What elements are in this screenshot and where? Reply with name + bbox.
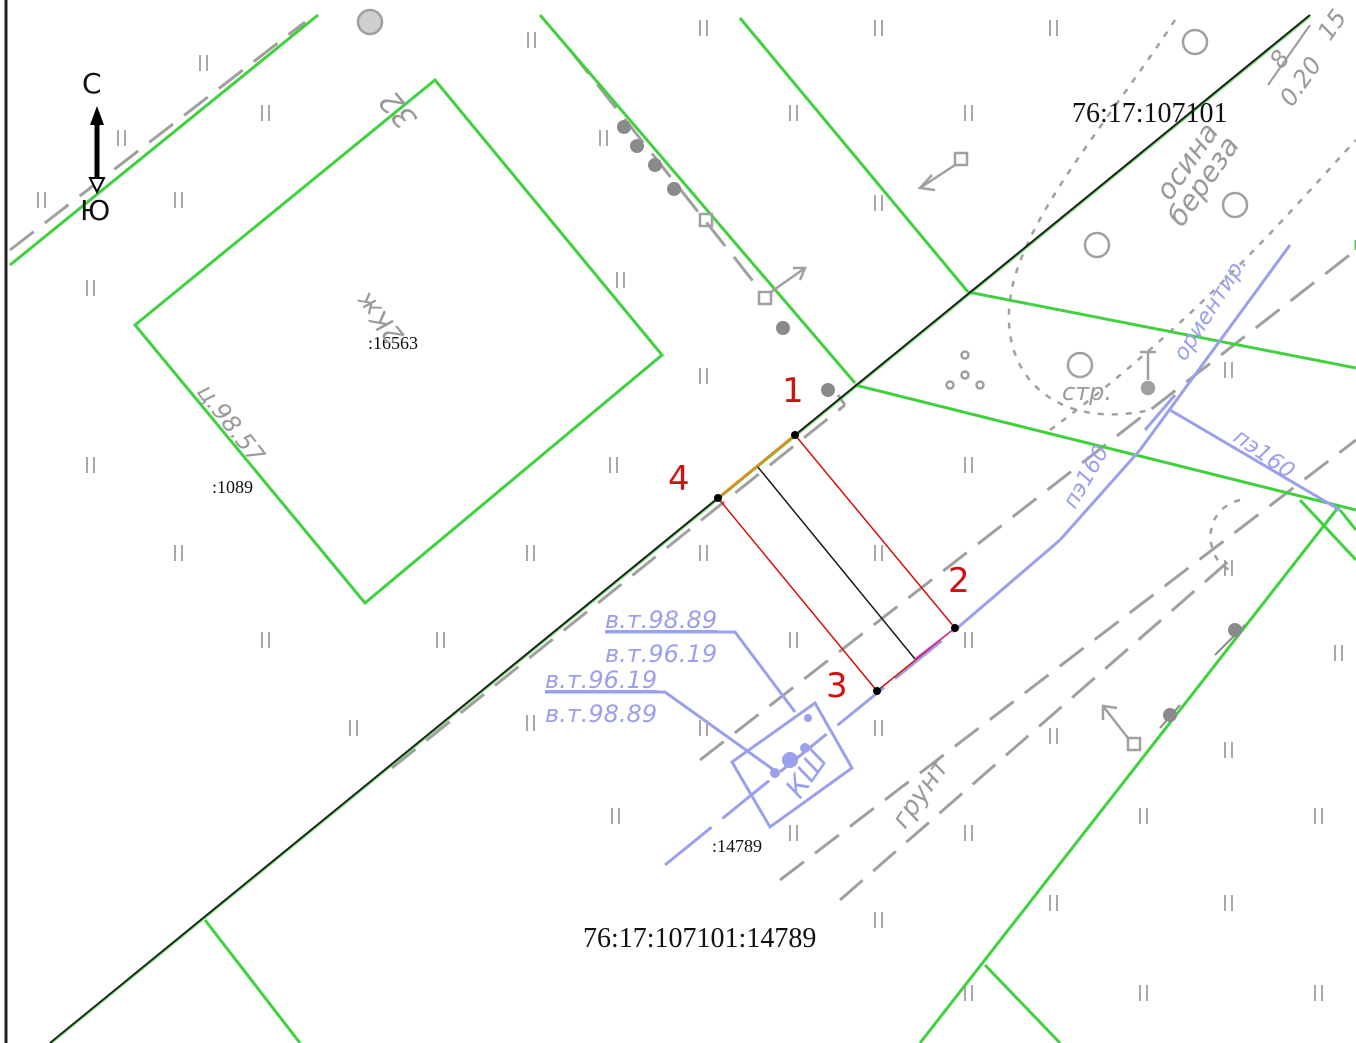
quarter-boundary-green [51, 16, 1311, 1043]
point-1: 1 [782, 371, 804, 411]
parcel-16563-label: :16563 [368, 333, 418, 353]
parcel-1089-label: :1089 [212, 477, 253, 497]
point-3: 3 [826, 666, 848, 706]
compass-north-label: С [82, 67, 102, 100]
quarter-boundary [49, 14, 1311, 1043]
quarter-label: 76:17:107101 [1072, 98, 1228, 129]
util-label-1: в.т.98.89 [605, 606, 717, 634]
util-label-4: в.т.98.89 [545, 700, 657, 728]
meadow-marks [37, 20, 1343, 1001]
ground-label: грунт [886, 752, 956, 834]
elevation-label: ц.98.57 [191, 378, 271, 469]
compass-south-label: Ю [80, 194, 110, 227]
tree-zone-outline [1007, 19, 1356, 572]
boundary-point-markers [714, 431, 959, 695]
pipe-label-2: пэ160 [1229, 424, 1299, 484]
pole-symbols [698, 151, 1142, 752]
building-number: 32 [373, 84, 424, 136]
point-2: 2 [948, 561, 970, 601]
util-label-3: в.т.96.19 [545, 666, 657, 694]
construction-label: стр. [1062, 378, 1112, 406]
map-frame [4, 0, 8, 1043]
post-symbol [1140, 350, 1156, 396]
utility-lines [545, 244, 1341, 867]
fraction-side: 15 [1312, 4, 1352, 45]
utility-nodes [770, 714, 812, 778]
road-edges [9, 20, 1356, 902]
point-4: 4 [668, 459, 690, 499]
fraction-bar [1267, 24, 1311, 86]
pipe-label-1: пэ160 [1059, 441, 1115, 513]
compass-arrow [88, 106, 106, 195]
parcel-14789-label: :14789 [712, 836, 762, 856]
parcel-full-label: 76:17:107101:14789 [583, 923, 816, 954]
orientation-label: ориентир. [1169, 252, 1253, 365]
util-label-2: в.т.96.19 [605, 640, 717, 668]
fence-marks [617, 120, 1246, 729]
tree-symbols [356, 8, 1249, 390]
new-parcel [717, 434, 956, 692]
parcel-boundaries [9, 13, 1356, 1043]
